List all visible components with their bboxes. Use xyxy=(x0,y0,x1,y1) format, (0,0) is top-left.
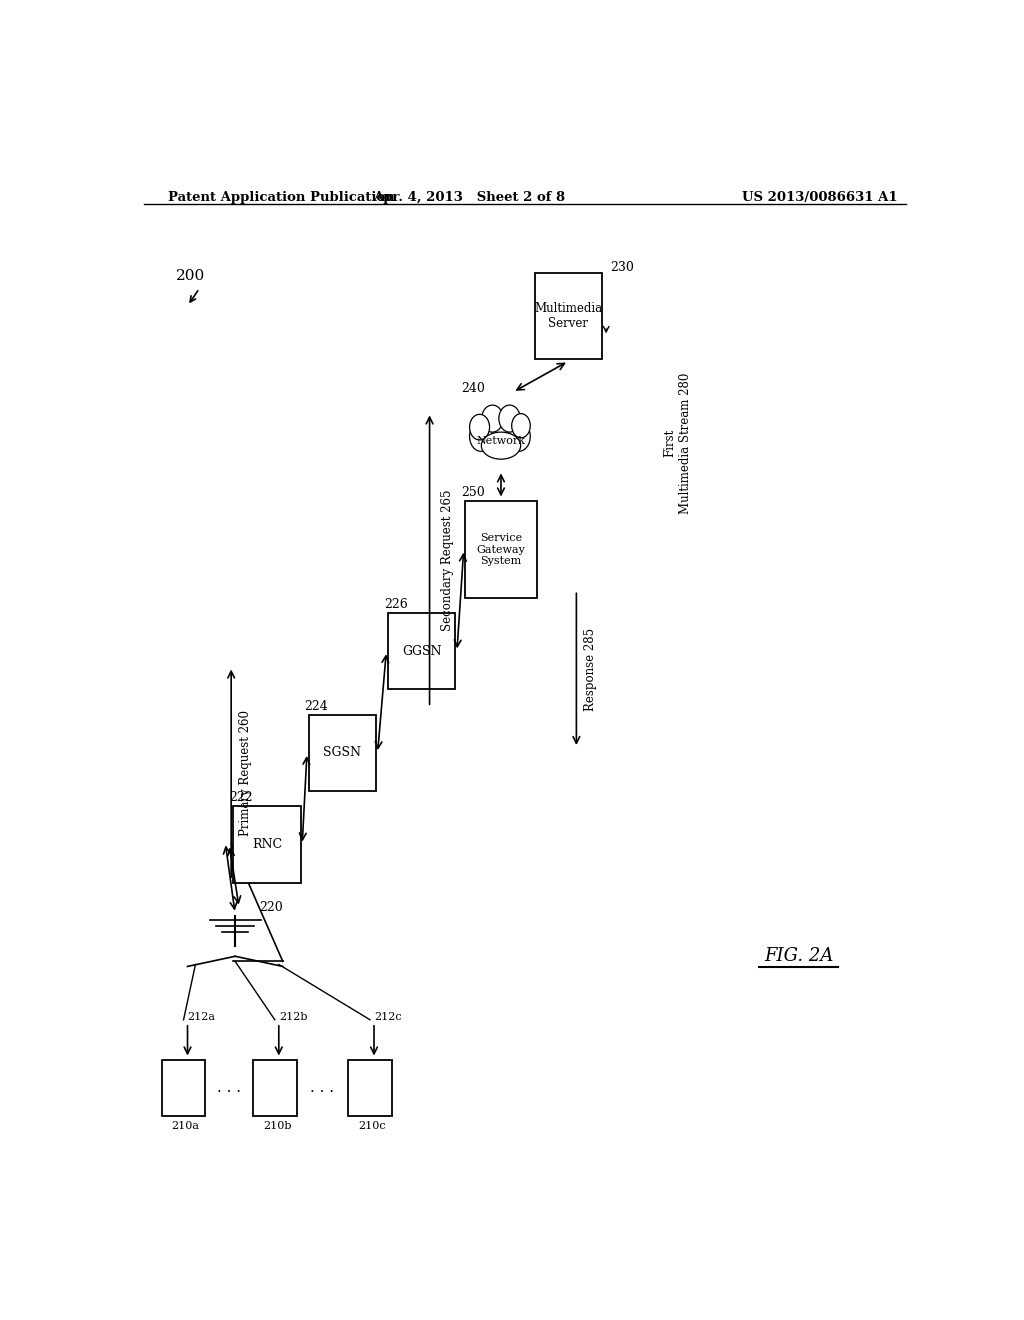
Text: Primary Request 260: Primary Request 260 xyxy=(240,710,252,837)
Bar xyxy=(465,502,537,598)
Ellipse shape xyxy=(470,414,489,440)
Ellipse shape xyxy=(508,421,530,451)
Bar xyxy=(388,614,456,689)
Ellipse shape xyxy=(470,421,493,451)
Ellipse shape xyxy=(481,405,503,432)
Ellipse shape xyxy=(487,409,515,449)
Ellipse shape xyxy=(481,432,520,459)
Text: 210b: 210b xyxy=(263,1122,292,1131)
Text: Secondary Request 265: Secondary Request 265 xyxy=(441,490,455,631)
Text: . . .: . . . xyxy=(310,1081,335,1096)
Text: SGSN: SGSN xyxy=(324,747,361,759)
Text: First
Multimedia Stream 280: First Multimedia Stream 280 xyxy=(664,372,691,513)
Text: 220: 220 xyxy=(259,900,283,913)
Ellipse shape xyxy=(499,405,520,432)
Text: 226: 226 xyxy=(384,598,408,611)
Bar xyxy=(535,273,602,359)
Text: Apr. 4, 2013   Sheet 2 of 8: Apr. 4, 2013 Sheet 2 of 8 xyxy=(373,191,565,203)
Text: Network: Network xyxy=(476,436,525,446)
Text: 210c: 210c xyxy=(358,1122,386,1131)
Text: 222: 222 xyxy=(229,791,253,804)
Text: GGSN: GGSN xyxy=(401,645,441,657)
Text: Multimedia
Server: Multimedia Server xyxy=(535,302,602,330)
Bar xyxy=(233,807,301,883)
Text: RNC: RNC xyxy=(252,838,282,851)
Text: Service
Gateway
System: Service Gateway System xyxy=(476,533,525,566)
Text: 250: 250 xyxy=(461,486,485,499)
Text: 230: 230 xyxy=(610,261,634,273)
Bar xyxy=(348,1060,392,1117)
Text: 212c: 212c xyxy=(374,1012,401,1022)
Bar xyxy=(162,1060,206,1117)
Text: 212b: 212b xyxy=(279,1012,307,1022)
Text: 210a: 210a xyxy=(172,1122,200,1131)
Text: Response 285: Response 285 xyxy=(585,627,597,710)
Text: US 2013/0086631 A1: US 2013/0086631 A1 xyxy=(742,191,898,203)
Text: 240: 240 xyxy=(461,383,485,395)
Text: . . .: . . . xyxy=(217,1081,242,1096)
Text: 200: 200 xyxy=(176,269,205,284)
Bar xyxy=(253,1060,297,1117)
Ellipse shape xyxy=(512,413,530,438)
Text: FIG. 2A: FIG. 2A xyxy=(764,948,834,965)
Text: Patent Application Publication: Patent Application Publication xyxy=(168,191,394,203)
Text: 224: 224 xyxy=(304,700,329,713)
Bar xyxy=(308,715,376,791)
Text: 212a: 212a xyxy=(187,1012,215,1022)
